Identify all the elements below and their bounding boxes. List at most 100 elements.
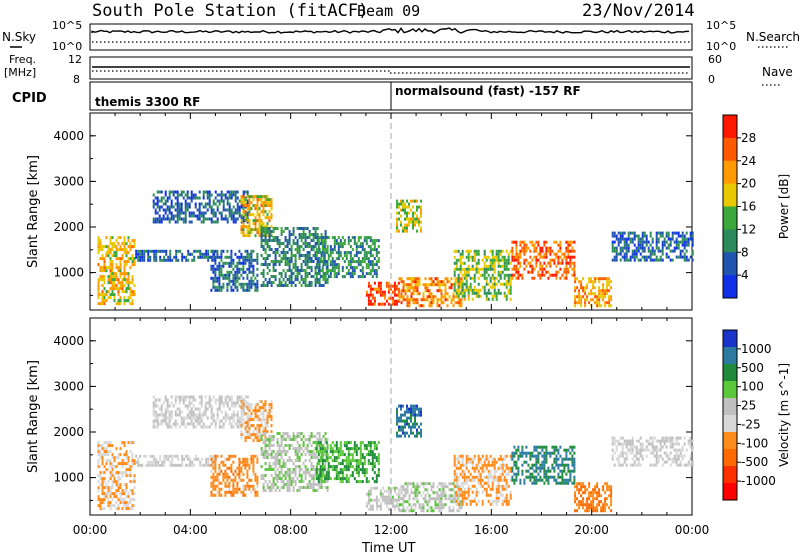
echo-cell: [270, 409, 273, 413]
echo-cell: [414, 407, 416, 411]
echo-cell: [436, 497, 439, 501]
echo-cell: [212, 475, 215, 479]
echo-cell: [458, 509, 461, 513]
echo-cell: [276, 248, 279, 251]
echo-cell: [497, 255, 500, 259]
echo-cell: [416, 292, 419, 296]
echo-cell: [276, 477, 279, 480]
echo-cell: [113, 480, 116, 484]
echo-cell: [304, 269, 307, 272]
echo-cell: [306, 447, 309, 450]
echo-cell: [220, 401, 223, 405]
echo-cell: [105, 293, 108, 297]
echo-cell: [308, 272, 311, 275]
echo-cell: [373, 245, 376, 249]
echo-cell: [298, 245, 301, 248]
echo-cell: [367, 245, 370, 249]
echo-cell: [369, 302, 372, 306]
echo-cell: [465, 282, 468, 286]
echo-cell: [113, 465, 116, 469]
echo-cell: [238, 205, 241, 209]
echo-cell: [318, 435, 321, 438]
echo-cell: [333, 272, 336, 276]
echo-cell: [290, 444, 293, 447]
echo-cell: [481, 285, 484, 289]
echo-cell: [351, 272, 354, 276]
echo-cell: [416, 289, 419, 293]
echo-cell: [531, 264, 534, 268]
echo-cell: [363, 468, 366, 472]
echo-cell: [139, 252, 142, 256]
echo-cell: [262, 406, 265, 410]
echo-cell: [236, 288, 239, 292]
echo-cell: [304, 474, 307, 477]
echo-cell: [408, 286, 411, 290]
echo-cell: [127, 504, 130, 508]
echo-cell: [377, 260, 380, 264]
echo-cell: [228, 261, 231, 265]
echo-cell: [123, 272, 126, 276]
echo-cell: [127, 296, 130, 300]
echo-cell: [236, 261, 239, 265]
echo-cell: [242, 225, 245, 229]
echo-cell: [420, 410, 422, 414]
echo-cell: [202, 205, 205, 209]
echo-cell: [310, 239, 313, 242]
echo-cell: [535, 246, 538, 250]
echo-cell: [248, 282, 251, 286]
echo-cell: [131, 492, 134, 496]
echo-cell: [256, 484, 259, 488]
echo-cell: [236, 208, 239, 212]
echo-cell: [371, 296, 374, 300]
echo-cell: [211, 460, 214, 464]
echo-cell: [416, 298, 419, 302]
echo-cell: [387, 507, 390, 511]
echo-cell: [594, 280, 597, 284]
echo-cell: [168, 193, 171, 197]
echo-cell: [351, 248, 354, 252]
echo-cell: [375, 480, 378, 484]
echo-cell: [262, 477, 265, 480]
echo-cell: [294, 450, 297, 453]
echo-cell: [246, 216, 249, 220]
echo-cell: [290, 471, 293, 474]
echo-cell: [304, 275, 307, 278]
echo-cell: [115, 480, 118, 484]
echo-cell: [507, 255, 510, 259]
echo-cell: [414, 491, 417, 495]
echo-cell: [671, 249, 674, 253]
echo-cell: [224, 469, 227, 473]
echo-cell: [117, 498, 120, 502]
echo-cell: [180, 217, 183, 221]
echo-cell: [460, 304, 463, 308]
echo-cell: [216, 407, 219, 411]
echo-cell: [523, 243, 526, 247]
echo-cell: [240, 217, 243, 221]
echo-cell: [467, 258, 470, 262]
echo-cell: [608, 304, 611, 308]
echo-cell: [242, 493, 245, 497]
echo-cell: [242, 403, 245, 407]
echo-cell: [324, 233, 327, 236]
echo-cell: [391, 498, 394, 502]
echo-cell: [111, 236, 114, 240]
echo-cell: [341, 236, 344, 240]
echo-cell: [274, 456, 277, 459]
echo-cell: [244, 430, 247, 434]
echo-cell: [226, 196, 229, 200]
echo-cell: [428, 301, 431, 305]
echo-cell: [280, 275, 283, 278]
echo-cell: [373, 456, 376, 460]
echo-cell: [274, 260, 277, 263]
echo-cell: [266, 483, 269, 486]
echo-cell: [254, 228, 257, 232]
echo-cell: [270, 230, 273, 233]
echo-cell: [321, 269, 324, 273]
echo-cell: [412, 407, 414, 411]
echo-cell: [460, 482, 463, 486]
echo-cell: [398, 217, 400, 221]
echo-cell: [422, 503, 425, 507]
echo-cell: [481, 258, 484, 262]
echo-cell: [207, 463, 210, 467]
echo-cell: [602, 295, 605, 299]
